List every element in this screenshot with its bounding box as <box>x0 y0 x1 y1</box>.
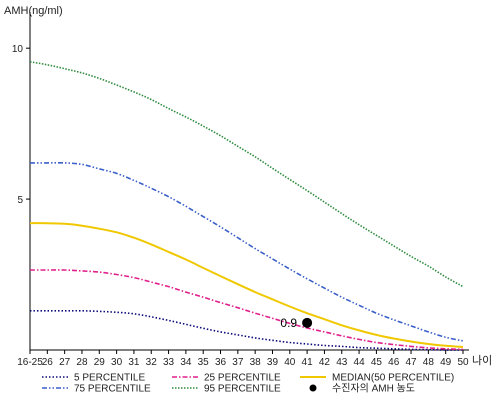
legend-label: 수진자의 AMH 농도 <box>332 383 415 395</box>
x-tick-label: 34 <box>180 357 192 368</box>
series-line-75-percentile <box>29 161 464 342</box>
x-tick-label: 41 <box>302 357 314 368</box>
x-tick-label: 47 <box>405 357 417 368</box>
series-line-median-50-percentile <box>29 222 464 348</box>
patient-amh-value-label: 0.9 <box>280 316 297 330</box>
x-tick-label: 31 <box>128 357 140 368</box>
series-line-25-percentile <box>30 269 464 351</box>
y-tick-label: 10 <box>12 44 24 55</box>
x-tick-label: 46 <box>388 357 400 368</box>
y-tick-label: 5 <box>17 195 23 206</box>
x-tick-label: 35 <box>198 357 210 368</box>
legend-point-marker <box>309 384 317 392</box>
x-tick-label: 43 <box>336 357 348 368</box>
x-tick-label: 50 <box>457 357 469 368</box>
x-tick-label: 39 <box>267 357 279 368</box>
x-tick-label: 45 <box>371 357 383 368</box>
series-line-5-percentile <box>30 309 464 351</box>
x-tick-label: 33 <box>163 357 175 368</box>
x-tick-label: 29 <box>94 357 106 368</box>
x-tick-label: 42 <box>319 357 331 368</box>
patient-amh-point <box>302 317 313 328</box>
x-axis-title: 나이 <box>472 354 492 367</box>
x-tick-label: 36 <box>215 357 227 368</box>
x-tick-label: 38 <box>250 357 262 368</box>
legend-label: 75 PERCENTILE <box>74 384 151 395</box>
x-tick-label: 37 <box>232 357 244 368</box>
legend-label: 95 PERCENTILE <box>204 384 281 395</box>
legend-label: 5 PERCENTILE <box>74 373 145 384</box>
x-tick-label: 49 <box>440 357 452 368</box>
x-tick-label: 16-25 <box>17 357 43 368</box>
legend-label: MEDIAN(50 PERCENTILE) <box>332 373 454 384</box>
x-tick-label: 32 <box>146 357 158 368</box>
x-tick-label: 30 <box>111 357 123 368</box>
x-tick-label: 26 <box>42 357 54 368</box>
x-tick-label: 27 <box>59 357 71 368</box>
x-tick-label: 44 <box>354 357 366 368</box>
x-tick-label: 40 <box>284 357 296 368</box>
x-tick-label: 28 <box>76 357 88 368</box>
legend: 5 PERCENTILE 25 PERCENTILE MEDIAN(50 PERCE… <box>42 373 454 395</box>
y-axis-title: AMH(ng/ml) <box>4 5 63 17</box>
series-line-95-percentile <box>29 61 464 288</box>
x-tick-label: 48 <box>423 357 435 368</box>
legend-label: 25 PERCENTILE <box>204 373 281 384</box>
